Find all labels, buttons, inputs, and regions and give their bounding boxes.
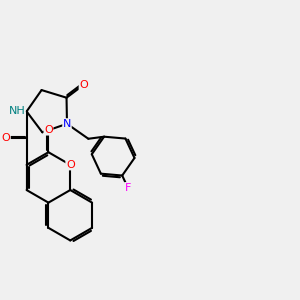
Text: NH: NH bbox=[8, 106, 25, 116]
Text: O: O bbox=[44, 125, 53, 135]
Text: N: N bbox=[63, 119, 71, 129]
Text: O: O bbox=[66, 160, 75, 170]
Text: O: O bbox=[79, 80, 88, 90]
Text: O: O bbox=[2, 133, 10, 143]
Text: F: F bbox=[125, 183, 131, 193]
